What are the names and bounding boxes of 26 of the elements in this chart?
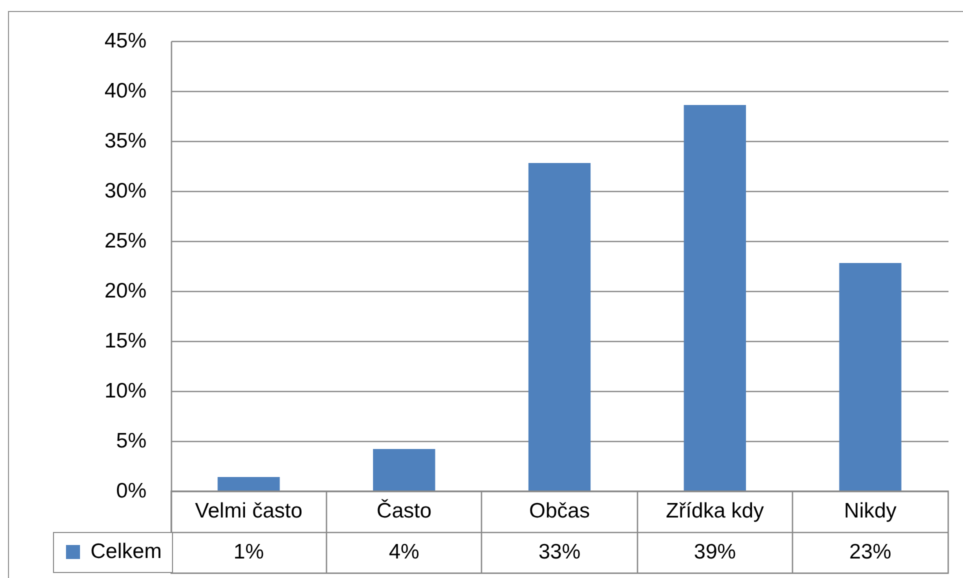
y-tick-label: 0% [116, 480, 146, 502]
data-label: 39% [694, 540, 736, 564]
bar [373, 449, 436, 491]
y-tick-label: 35% [104, 130, 146, 152]
data-label: 4% [388, 540, 420, 564]
x-tick-label: Velmi často [195, 500, 302, 522]
y-tick-label: 30% [104, 180, 146, 202]
data-label: 23% [849, 540, 892, 564]
data-label: 1% [234, 540, 264, 564]
y-tick-label: 15% [104, 330, 146, 352]
y-tick-label: 40% [104, 80, 146, 102]
data-label: 33% [538, 540, 581, 564]
x-tick-label: Občas [529, 500, 590, 522]
y-tick-label: 25% [104, 230, 146, 252]
y-tick-label: 45% [104, 30, 146, 52]
bar [684, 105, 746, 491]
legend-label: Celkem [90, 540, 162, 563]
y-tick-label: 5% [116, 430, 146, 452]
x-tick-label: Nikdy [844, 500, 898, 522]
bar [528, 163, 591, 491]
x-tick-label: Zřídka kdy [666, 500, 764, 522]
y-tick-label: 20% [104, 280, 146, 302]
bar [839, 263, 902, 491]
x-tick-label: Často [376, 498, 432, 522]
bar [218, 477, 280, 491]
y-tick-label: 10% [104, 380, 146, 402]
